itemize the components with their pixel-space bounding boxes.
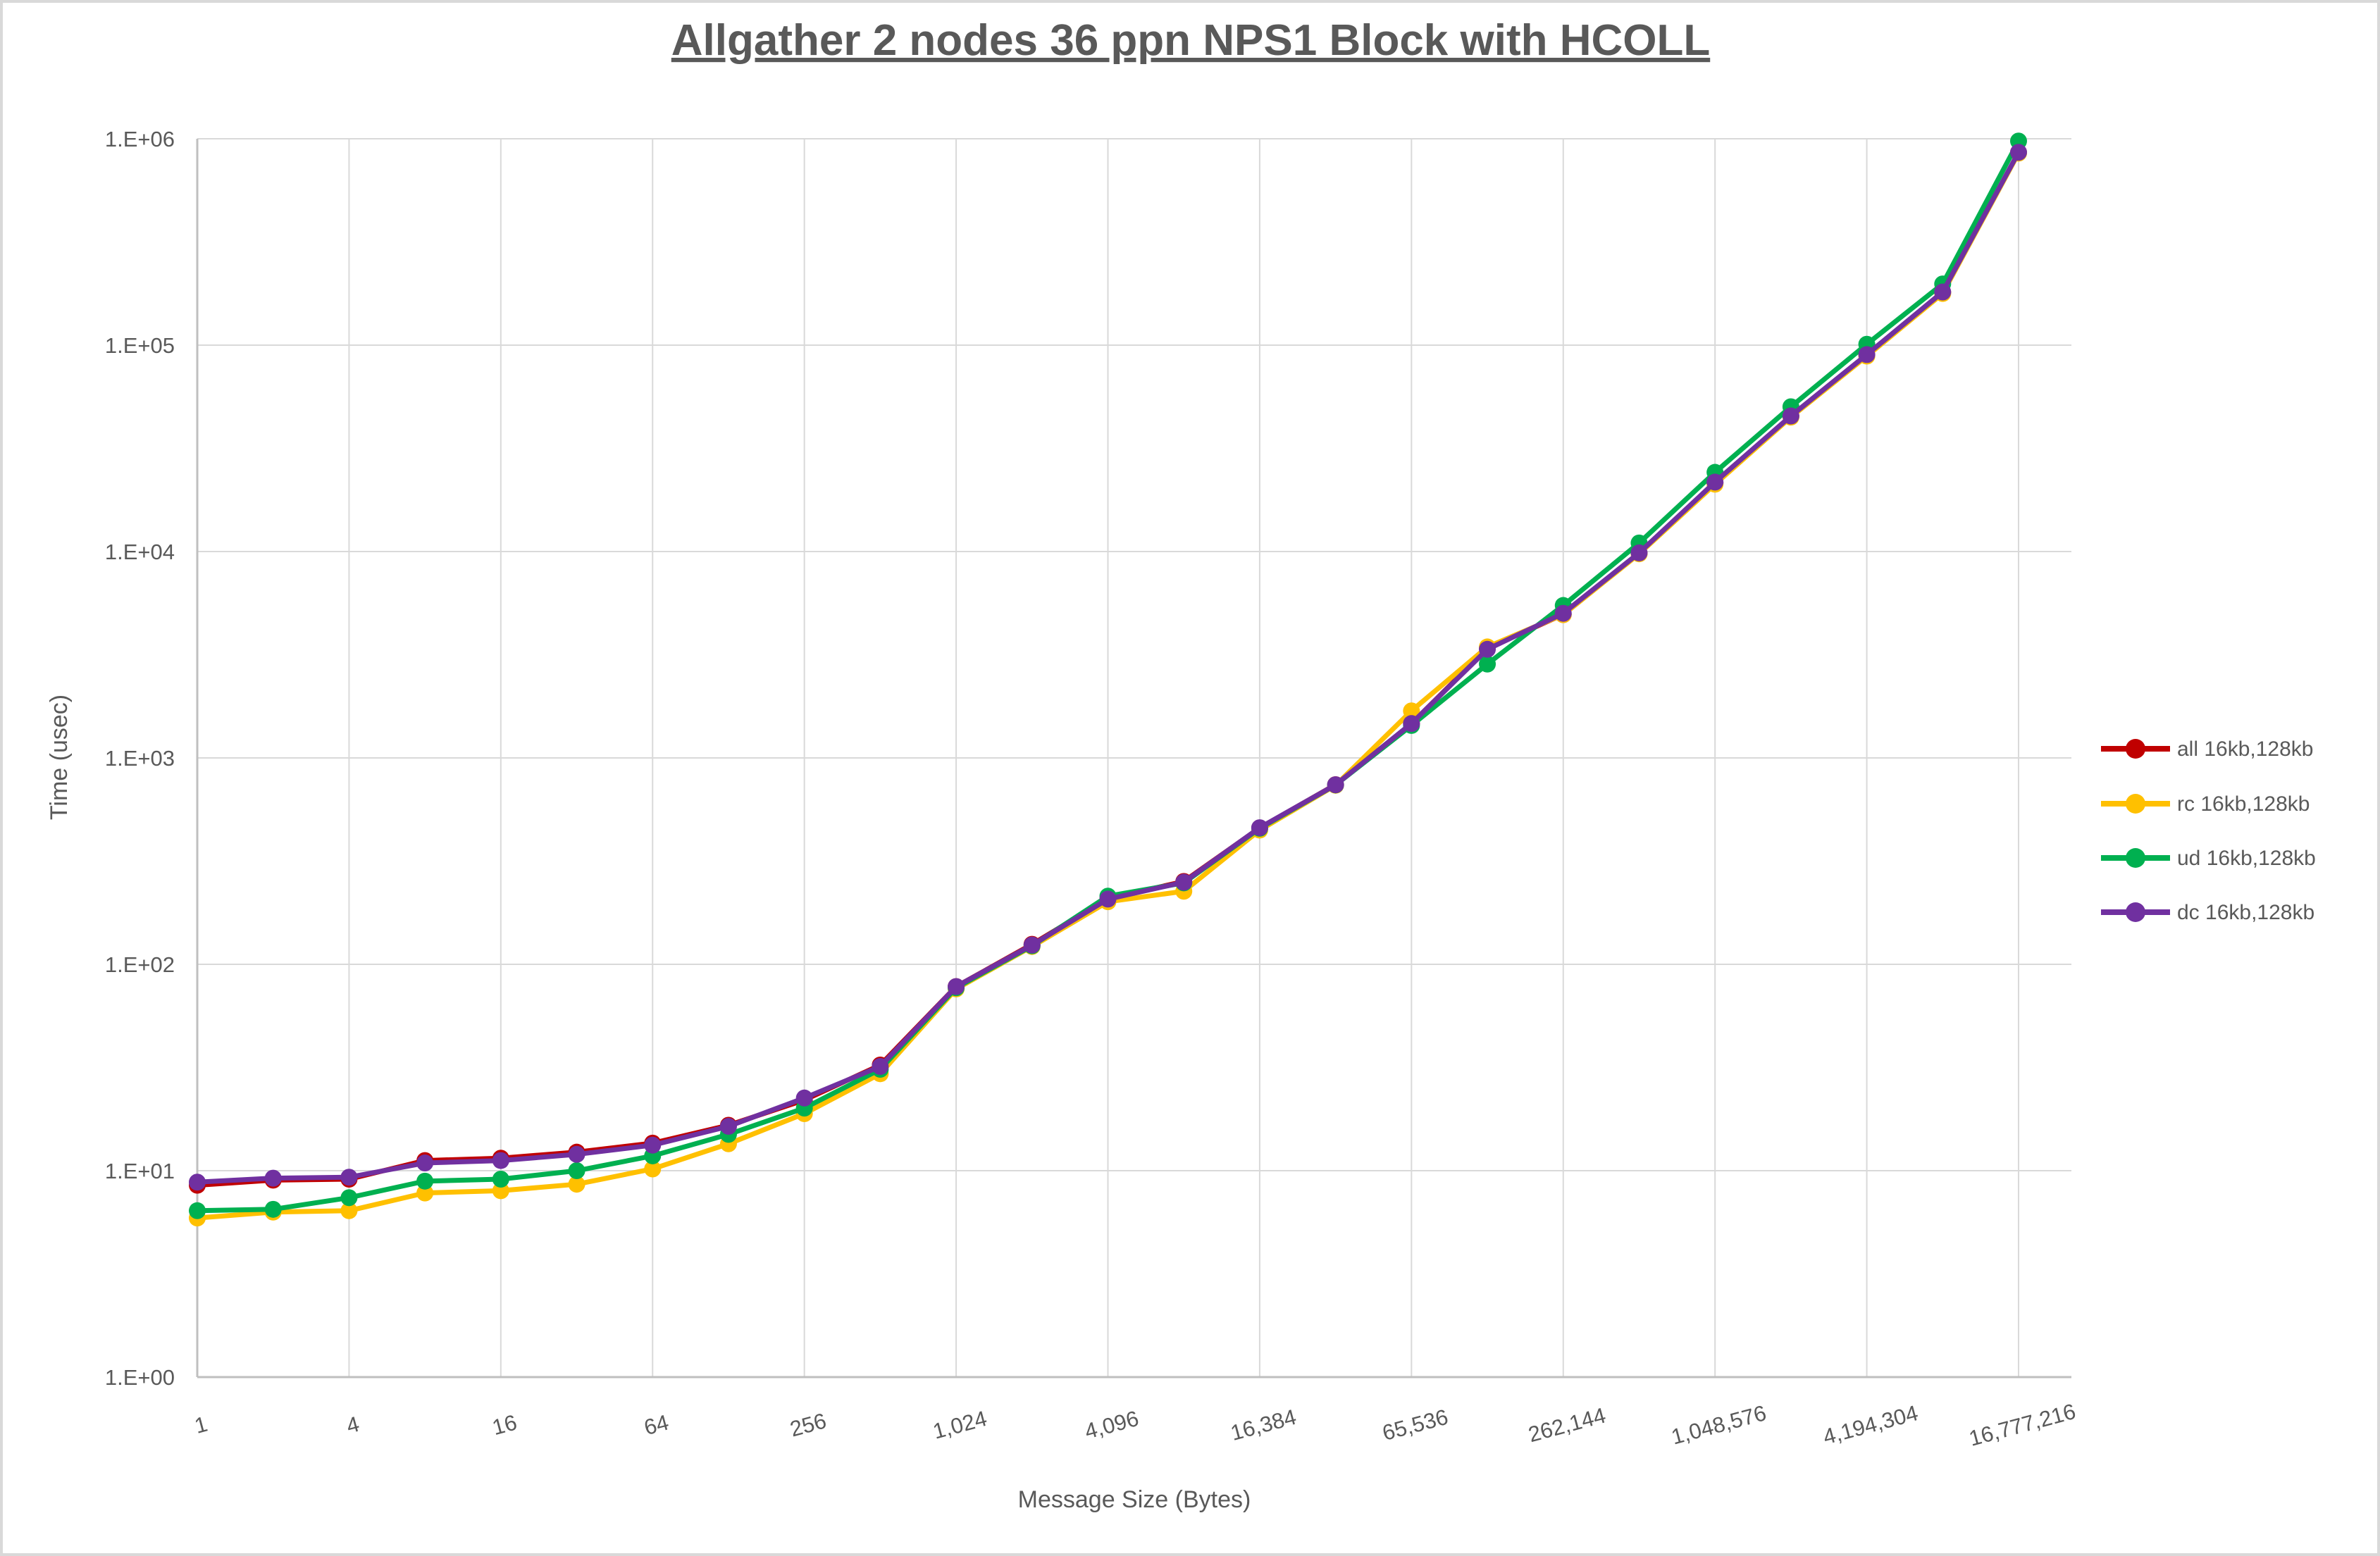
x-tick-label: 262,144 <box>1525 1402 1608 1447</box>
data-point-marker <box>340 1202 358 1219</box>
legend-item: ud 16kb,128kb <box>2101 847 2316 870</box>
data-point-marker <box>1403 715 1420 733</box>
y-tick-label: 1.E+00 <box>105 1365 175 1390</box>
x-tick-label: 16,384 <box>1228 1405 1299 1445</box>
data-point-marker <box>1706 473 1724 491</box>
data-point-marker <box>492 1152 509 1169</box>
legend-label: rc 16kb,128kb <box>2177 792 2310 816</box>
data-point-marker <box>264 1169 282 1187</box>
data-point-marker <box>1554 604 1572 622</box>
x-tick-label: 16 <box>490 1409 519 1440</box>
data-point-marker <box>1934 283 1952 301</box>
x-axis-title: Message Size (Bytes) <box>1018 1486 1251 1513</box>
x-tick-label: 16,777,216 <box>1966 1399 2078 1451</box>
data-point-marker <box>795 1089 813 1107</box>
data-point-marker <box>568 1145 585 1163</box>
series-layer <box>189 132 2027 1227</box>
y-tick-label: 1.E+03 <box>105 746 175 771</box>
data-point-marker <box>264 1200 282 1218</box>
data-point-marker <box>568 1162 585 1179</box>
y-tick-label: 1.E+05 <box>105 333 175 358</box>
y-tick-label: 1.E+06 <box>105 127 175 151</box>
legend-item: rc 16kb,128kb <box>2101 792 2310 816</box>
legend-item: all 16kb,128kb <box>2101 737 2313 761</box>
data-point-marker <box>644 1136 662 1154</box>
data-point-marker <box>1099 890 1117 908</box>
series-dc <box>189 144 2027 1191</box>
y-tick-label: 1.E+04 <box>105 540 175 564</box>
x-tick-label: 64 <box>641 1409 671 1440</box>
y-tick-label: 1.E+02 <box>105 952 175 977</box>
y-axis-title: Time (usec) <box>46 695 73 820</box>
data-point-marker <box>492 1182 509 1200</box>
data-point-marker <box>1175 873 1193 891</box>
data-point-marker <box>719 1118 737 1135</box>
x-axis-tick-labels: 1 4 16 64 256 1,024 4,096 16,384 65,536 262,144 1,… <box>192 1399 2078 1451</box>
x-tick-label: 256 <box>787 1408 829 1441</box>
data-point-marker <box>416 1172 434 1190</box>
legend-label: ud 16kb,128kb <box>2177 847 2316 870</box>
y-tick-label: 1.E+01 <box>105 1159 175 1183</box>
chart-title: Allgather 2 nodes 36 ppn NPS1 Block with… <box>671 16 1710 65</box>
data-point-marker <box>1403 702 1420 720</box>
legend-marker-dot <box>2126 794 2145 814</box>
x-tick-label: 1,024 <box>930 1406 989 1444</box>
data-point-marker <box>644 1160 662 1178</box>
data-point-marker <box>948 978 965 995</box>
legend-marker-dot <box>2126 848 2145 868</box>
axes <box>196 139 2071 1378</box>
data-point-marker <box>2010 144 2027 161</box>
x-tick-label: 65,536 <box>1380 1405 1451 1445</box>
legend: all 16kb,128kb rc 16kb,128kb ud 16kb,128kb… <box>2101 737 2316 924</box>
data-point-marker <box>340 1169 358 1186</box>
x-tick-label: 4,096 <box>1082 1406 1141 1444</box>
legend-marker-dot <box>2126 739 2145 759</box>
legend-item: dc 16kb,128kb <box>2101 901 2314 924</box>
data-point-marker <box>1479 640 1496 658</box>
gridlines <box>197 138 2071 1378</box>
data-point-marker <box>416 1154 434 1172</box>
data-point-marker <box>1023 936 1041 954</box>
data-point-marker <box>416 1184 434 1202</box>
y-axis-tick-labels: 1.E+00 1.E+01 1.E+02 1.E+03 1.E+04 1.E+05 1.E+… <box>105 127 175 1390</box>
data-point-marker <box>189 1174 206 1191</box>
legend-label: dc 16kb,128kb <box>2177 901 2314 924</box>
data-point-marker <box>189 1202 206 1219</box>
x-tick-label: 1 <box>192 1412 210 1438</box>
x-tick-label: 4 <box>344 1412 362 1438</box>
data-point-marker <box>1251 819 1268 837</box>
data-point-marker <box>1782 407 1799 425</box>
data-point-marker <box>1479 655 1496 673</box>
data-point-marker <box>872 1057 889 1075</box>
data-point-marker <box>1630 544 1648 561</box>
legend-marker-dot <box>2126 902 2145 922</box>
data-point-marker <box>1327 776 1344 794</box>
x-tick-label: 4,194,304 <box>1821 1400 1921 1450</box>
data-point-marker <box>1858 346 1876 363</box>
data-point-marker <box>340 1189 358 1207</box>
x-tick-label: 1,048,576 <box>1668 1400 1768 1450</box>
data-point-marker <box>492 1171 509 1188</box>
data-point-marker <box>568 1176 585 1193</box>
legend-label: all 16kb,128kb <box>2177 737 2313 761</box>
